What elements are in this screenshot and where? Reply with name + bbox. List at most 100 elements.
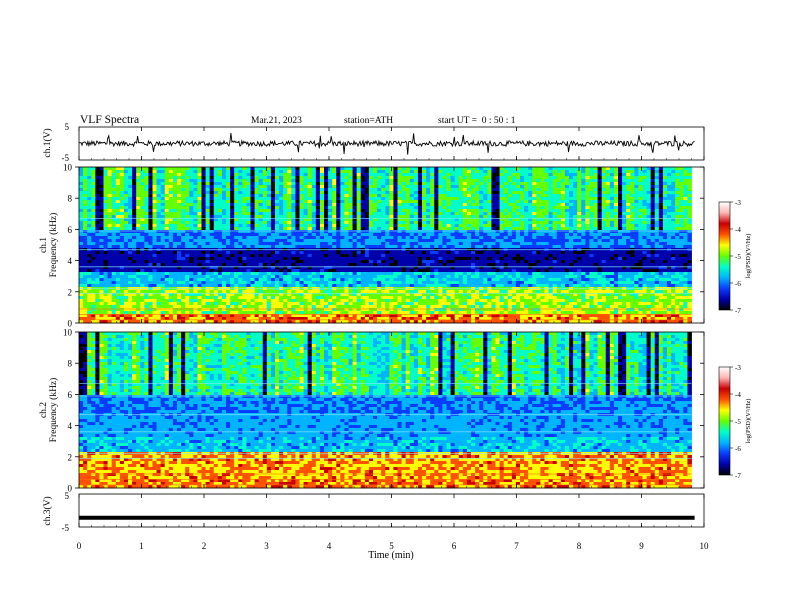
spectrogram-cell [168,251,174,255]
spectrogram-cell [450,218,456,222]
spectrogram-cell [458,203,464,207]
spectrogram-cell [540,170,545,174]
spectrogram-cell [544,257,549,261]
spectrogram-cell [430,200,435,204]
spectrogram-cell [364,257,370,261]
spectrogram-cell [560,221,566,225]
spectrogram-cell [381,197,386,201]
spectrogram-cell [356,176,362,180]
spectrogram-cell [95,209,100,213]
spectrogram-cell [638,218,643,222]
spectrogram-cell [291,203,296,207]
spectrogram-cell [466,263,472,267]
spectrogram-cell [185,167,190,171]
spectrogram-cell [168,167,174,171]
spectrogram-cell [352,209,358,213]
spectrogram-cell [413,176,419,180]
spectrogram-cell [401,191,407,195]
spectrogram-cell [454,233,460,237]
spectrogram-cell [605,236,611,240]
spectrogram-cell [217,167,223,171]
spectrogram-cell [552,191,558,195]
spectrogram-cell [221,176,227,180]
spectrogram-cell [319,167,325,171]
spectrogram-cell [417,170,423,174]
spectrogram-cell [99,179,104,183]
spectrogram-cell [221,194,227,198]
spectrogram-cell [634,251,639,255]
spectrogram-cell [446,203,451,207]
spectrogram-cell [181,233,186,237]
spectrogram-cell [622,254,627,258]
spectrogram-cell [642,197,647,201]
spectrogram-cell [426,233,431,237]
spectrogram-cell [491,197,496,201]
spectrogram-cell [397,260,402,264]
spectrogram-cell [638,263,643,267]
spectrogram-cell [136,221,141,225]
spectrogram-cell [250,191,255,195]
spectrogram-cell [226,236,231,240]
spectrogram-cell [483,215,488,219]
spectrogram-cell [319,239,325,243]
spectrogram-cell [499,230,505,234]
spectrogram-cell [107,170,113,174]
spectrogram-cell [397,167,402,171]
spectrogram-cell [479,227,484,231]
spectrogram-cell [209,224,215,228]
spectrogram-cell [679,167,684,171]
spectrogram-cell [605,215,611,219]
spectrogram-cell [103,260,108,264]
spectrogram-cell [450,227,456,231]
spectrogram-cell [650,173,656,177]
spectrogram-cell [520,167,525,171]
spectrogram-cell [319,212,325,216]
spectrogram-cell [193,200,198,204]
spectrogram-cell [450,170,456,174]
spectrogram-cell [483,200,488,204]
spectrogram-cell [667,245,672,249]
spectrogram-cell [213,194,219,198]
spectrogram-cell [226,194,231,198]
spectrogram-cell [556,242,562,246]
spectrogram-cell [658,215,664,219]
spectrogram-cell [270,176,276,180]
spectrogram-cell [475,209,480,213]
spectrogram-cell [197,254,202,258]
spectrogram-cell [344,221,349,225]
spectrogram-cell [368,170,374,174]
spectrogram-cell [319,221,325,225]
spectrogram-cell [83,212,88,216]
spectrogram-cell [221,230,227,234]
spectrogram-cell [291,221,296,225]
spectrogram-cell [279,194,284,198]
spectrogram-cell [148,176,153,180]
spectrogram-cell [495,215,500,219]
spectrogram-cell [650,239,656,243]
spectrogram-cell [593,260,598,264]
spectrogram-cell [177,218,182,222]
spectrogram-cell [315,242,321,246]
spectrogram-cell [581,185,586,189]
spectrogram-cell [295,170,300,174]
spectrogram-cell [377,227,382,231]
spectrogram-cell [111,221,117,225]
spectrogram-cell [393,167,398,171]
spectrogram-cell [111,173,117,177]
spectrogram-cell [466,185,472,189]
spectrogram-cell [548,236,554,240]
spectrogram-cell [622,212,627,216]
spectrogram-cell [426,173,431,177]
spectrogram-cell [217,197,223,201]
spectrogram-cell [201,185,206,189]
spectrogram-cell [671,245,676,249]
spectrogram-cell [221,197,227,201]
spectrogram-cell [128,239,133,243]
spectrogram-cell [172,230,178,234]
spectrogram-cell [417,212,423,216]
spectrogram-cell [630,200,635,204]
spectrogram-cell [393,233,398,237]
spectrogram-cell [315,209,321,213]
spectrogram-cell [654,182,660,186]
spectrogram-cell [622,227,627,231]
